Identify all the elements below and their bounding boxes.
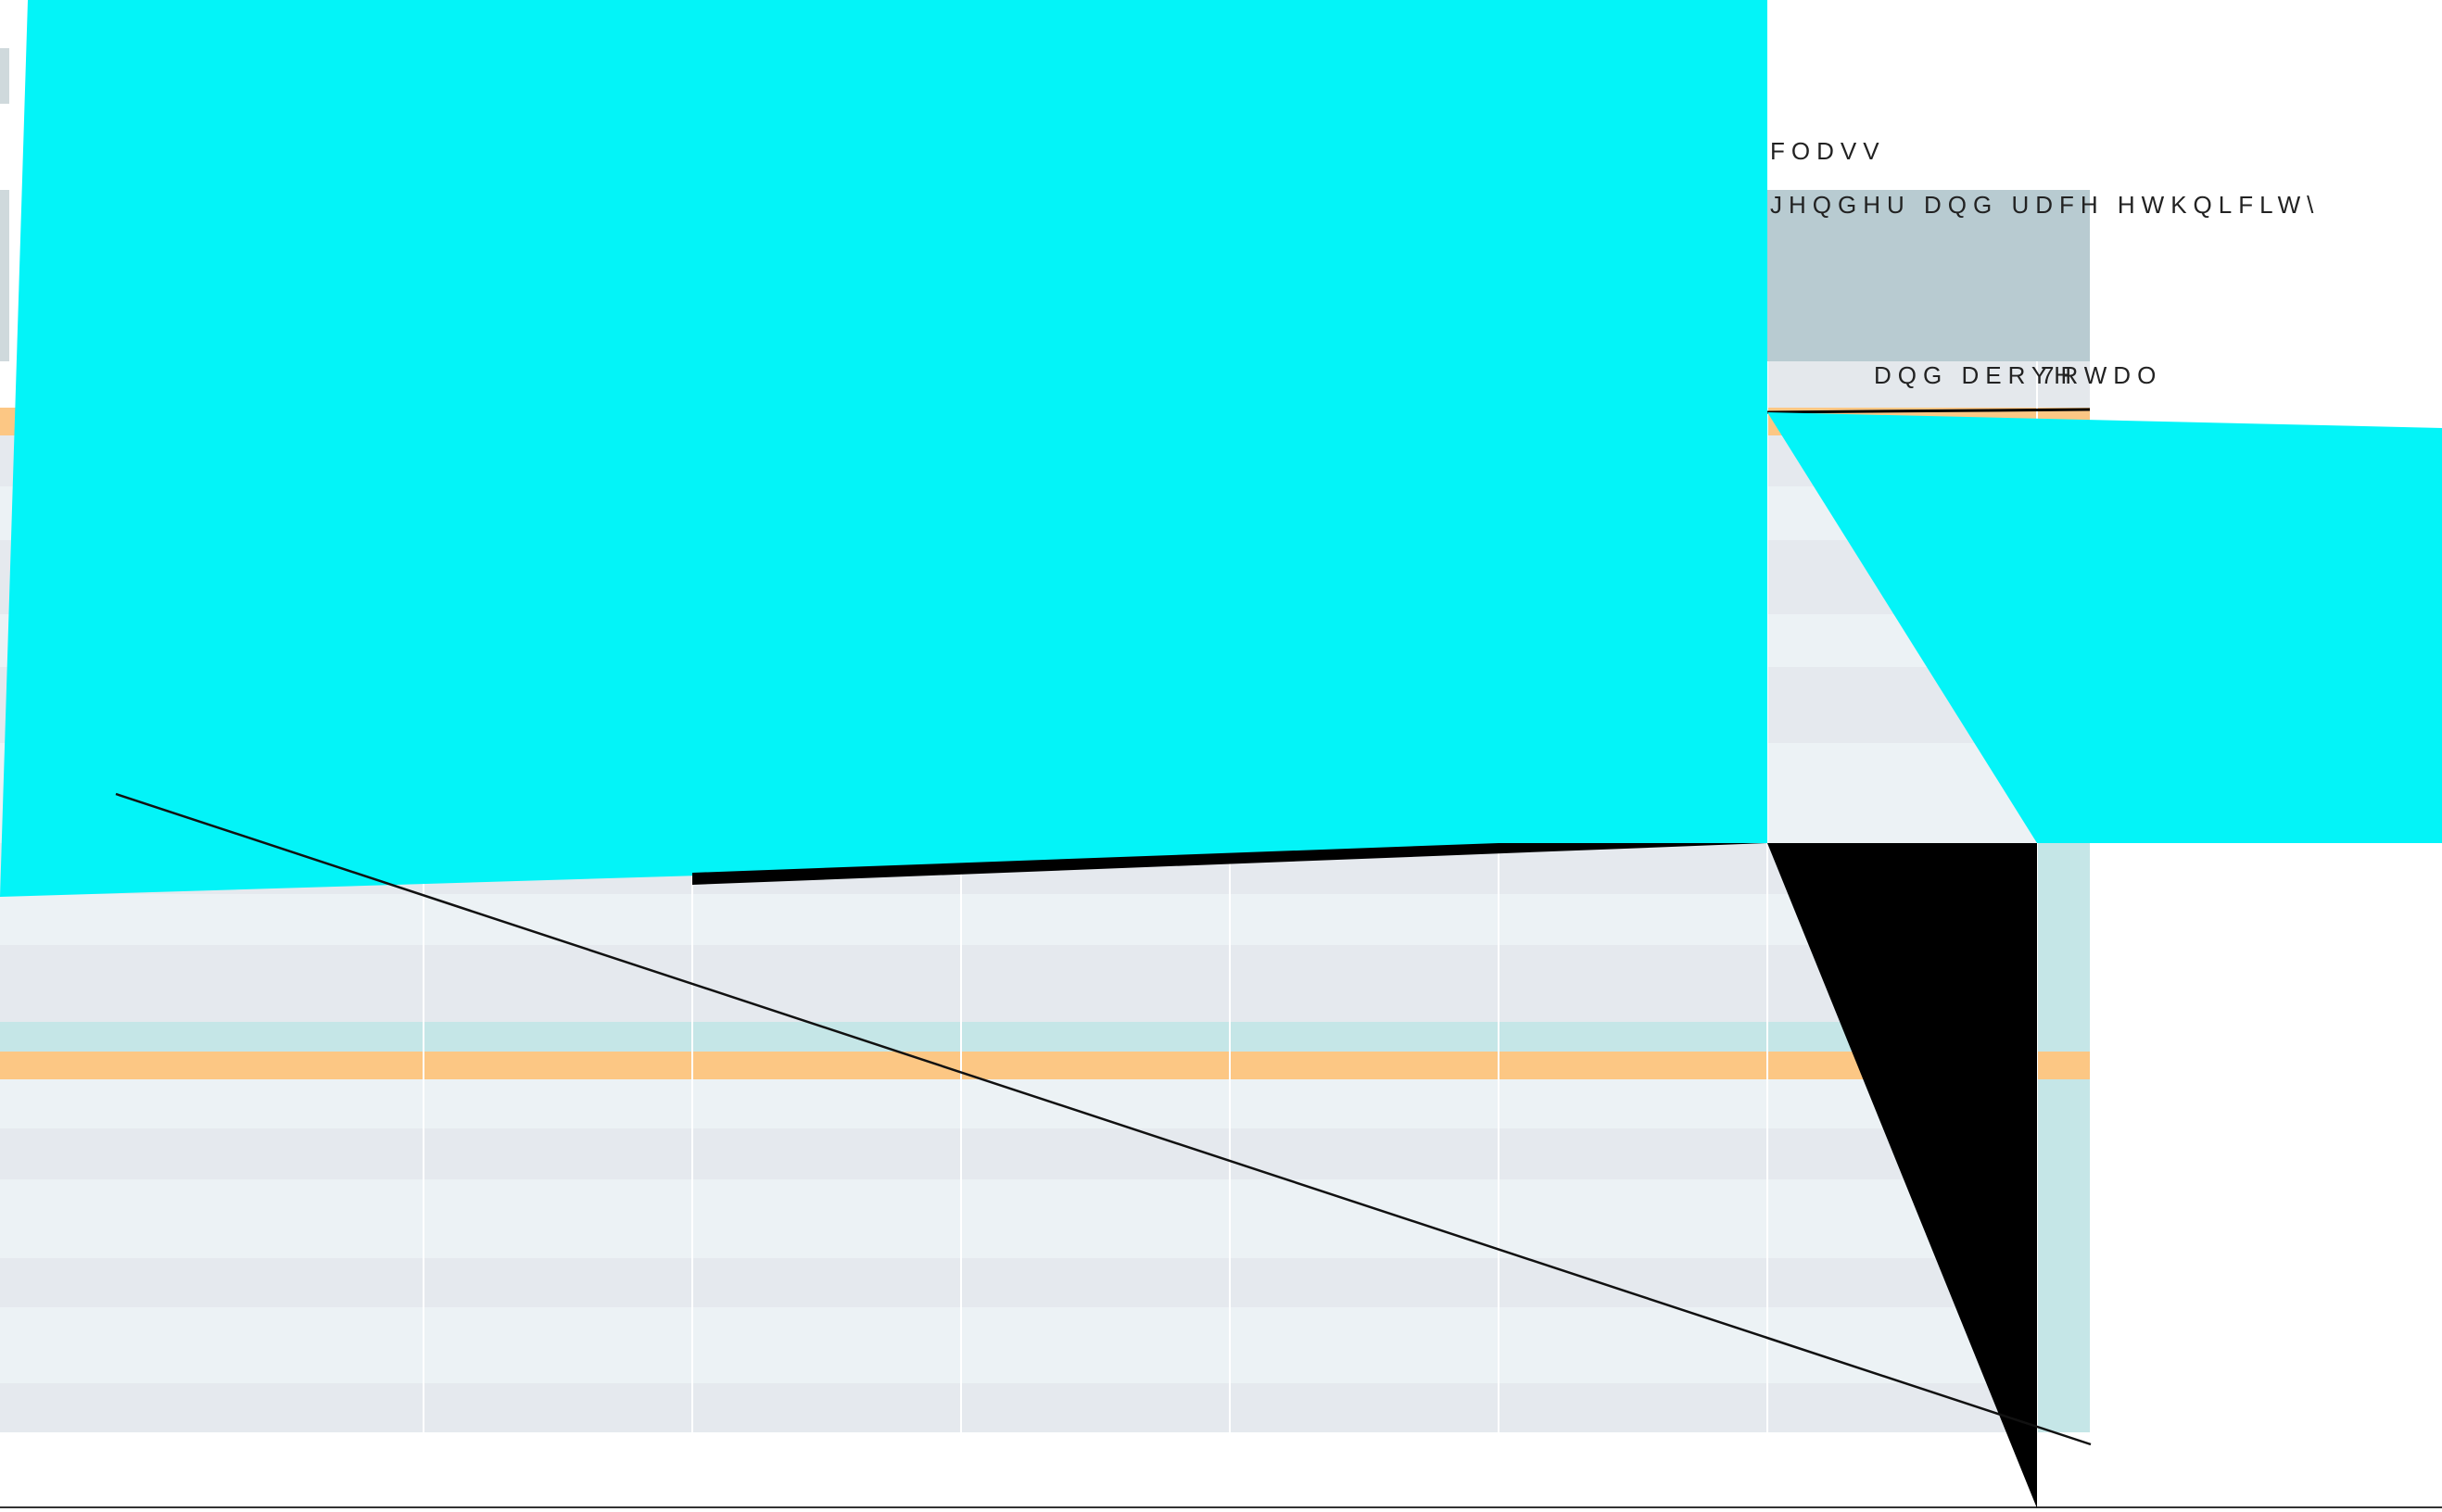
table-row — [0, 1128, 2090, 1179]
table-row — [0, 486, 2090, 540]
total-column-highlight — [2037, 1052, 2090, 1079]
table-row — [0, 894, 2090, 945]
table-row-teal — [0, 1022, 2090, 1052]
left-edge-mark — [0, 48, 9, 104]
table-row — [0, 945, 2090, 1022]
total-column-highlight-top — [2037, 408, 2090, 435]
table-row — [0, 435, 2090, 486]
header-band — [1767, 190, 2090, 361]
total-column — [2037, 408, 2090, 1432]
table-row — [0, 1307, 2090, 1383]
table-row — [0, 667, 2090, 743]
gender-race-ethnicity-heading: JHQGHU DQG UDFH HWKQLFLW\ — [1770, 191, 2321, 219]
table-row — [0, 1383, 2090, 1432]
table-row — [0, 1258, 2090, 1307]
highlight-row — [0, 1052, 2090, 1079]
table-row — [0, 540, 2090, 614]
left-edge-mark — [0, 190, 9, 361]
table-row — [0, 1079, 2090, 1128]
table-row — [0, 1179, 2090, 1258]
table-row — [0, 843, 2090, 894]
and-above-heading: DQG DERYH — [1874, 361, 2078, 389]
table-row — [0, 614, 2090, 667]
total-heading: 7RWDO — [2041, 361, 2163, 389]
table-row — [0, 743, 2090, 843]
class-heading: FODVV — [1770, 137, 1886, 165]
